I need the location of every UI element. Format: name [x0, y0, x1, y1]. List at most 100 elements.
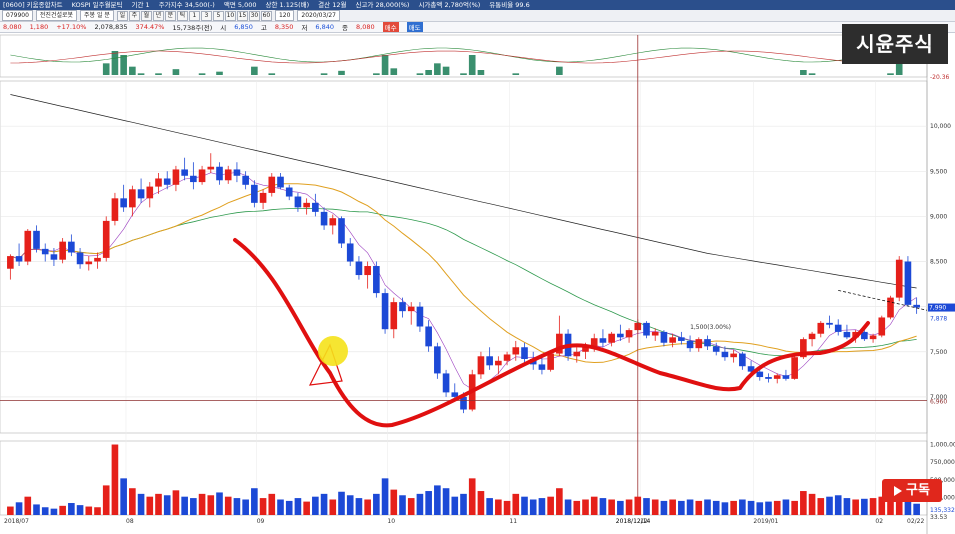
timeframe-button[interactable]: 일: [116, 10, 128, 21]
candle-body: [913, 304, 920, 308]
candle-body: [111, 198, 119, 221]
timeframe-button[interactable]: 월: [140, 10, 152, 21]
volume-bar: [599, 498, 607, 515]
timeframe-button[interactable]: 5: [212, 10, 224, 21]
volume-last2-label: 33.53: [930, 514, 947, 521]
candle-body: [320, 211, 328, 226]
timeframe-button[interactable]: 60: [260, 10, 272, 21]
volume-bar: [468, 478, 476, 515]
candle-body: [15, 256, 23, 262]
timeframe-button[interactable]: 10: [224, 10, 236, 21]
current-price-tag-bg: [928, 303, 955, 312]
oscillator-bar: [477, 70, 485, 75]
candle-body: [817, 322, 825, 334]
volume-bar: [390, 489, 398, 515]
candle-body: [416, 306, 424, 327]
oscillator-bar: [155, 73, 162, 75]
bar-count-field[interactable]: 120: [274, 10, 295, 21]
oscillator-bar: [416, 73, 424, 75]
oscillator-bar: [198, 73, 206, 75]
time-tick-label: 09: [257, 518, 265, 525]
stock-name-field[interactable]: 전진건설로봇: [35, 10, 78, 21]
candle-body: [94, 257, 101, 262]
volume-bar: [904, 496, 912, 515]
candle-body: [120, 198, 127, 208]
stock-chart[interactable]: 10,0009,5009,0008,5008,0007,5007,0002018…: [0, 33, 955, 534]
subscribe-label: 구독: [906, 483, 930, 498]
buy-button[interactable]: 매수: [382, 22, 399, 32]
candle-body: [512, 347, 520, 355]
sell-button[interactable]: 매도: [406, 22, 423, 32]
oscillator-bar: [512, 73, 520, 75]
quote-close-label: 종: [342, 24, 349, 32]
timeframe-button[interactable]: 3: [200, 10, 212, 21]
volume-bar: [15, 502, 23, 515]
volume-bar: [163, 495, 171, 515]
period-selector[interactable]: 주봉 일 분: [80, 10, 114, 21]
volume-bar: [137, 493, 145, 515]
candle-body: [434, 346, 441, 374]
candle-body: [808, 333, 816, 340]
candle-body: [712, 346, 720, 352]
volume-bar: [224, 496, 232, 515]
stock-code-input[interactable]: 079900: [2, 10, 33, 21]
quote-volume-rate: 374.47%: [135, 23, 165, 31]
volume-bar: [686, 499, 694, 515]
oscillator-bar: [381, 55, 389, 75]
timeframe-button[interactable]: 주: [128, 10, 140, 21]
volume-bar: [878, 496, 886, 515]
candle-body: [765, 377, 772, 379]
volume-bar: [739, 499, 746, 515]
volume-bar: [521, 496, 528, 515]
candle-body: [669, 337, 676, 343]
timeframe-button[interactable]: 30: [248, 10, 260, 21]
candle-body: [285, 187, 293, 197]
candle-body: [294, 196, 302, 208]
volume-tick-label: 750,000: [930, 459, 955, 466]
timeframe-button[interactable]: 15: [236, 10, 248, 21]
quote-high: 8,350: [274, 23, 294, 31]
candle-body: [756, 371, 764, 378]
volume-bar: [486, 498, 493, 515]
candle-body: [329, 218, 337, 226]
mouse-cursor-highlight: [318, 336, 348, 366]
volume-bar: [7, 506, 14, 515]
quote-row: 8,080 1,180 +17.10% 2,078,835 374.47% 15…: [0, 22, 955, 33]
timeframe-buttons: 일 주 월 년 분 틱 1 3 5 10 15 30 60: [116, 10, 272, 21]
subscribe-button[interactable]: 구독: [882, 479, 942, 502]
volume-bar: [198, 493, 206, 515]
candle-body: [50, 254, 58, 260]
volume-bar: [460, 493, 467, 515]
candle-body: [24, 230, 32, 262]
volume-bar: [216, 492, 223, 515]
crosshair-date-label: 2018/12/14: [616, 518, 651, 525]
volume-bar: [817, 498, 825, 515]
volume-bar: [338, 491, 345, 515]
volume-bar: [233, 498, 241, 515]
volume-bar: [590, 496, 598, 515]
volume-bar: [434, 485, 441, 515]
candle-body: [782, 375, 790, 379]
candle-body: [556, 333, 563, 354]
candle-body: [381, 293, 389, 330]
timeframe-button[interactable]: 틱: [176, 10, 188, 21]
date-field[interactable]: 2020/03/27: [297, 10, 340, 21]
candle-body: [338, 218, 345, 244]
candle-body: [129, 189, 136, 208]
play-icon: [894, 485, 903, 496]
oscillator-bar: [129, 66, 136, 75]
volume-bar: [399, 495, 406, 515]
candle-body: [198, 169, 206, 183]
timeframe-button[interactable]: 1: [188, 10, 200, 21]
volume-bar: [364, 499, 371, 515]
volume-bar: [320, 493, 328, 515]
volume-bar: [146, 496, 154, 515]
oscillator-bar: [373, 73, 380, 75]
quote-low: 6,840: [315, 23, 335, 31]
quote-high-label: 고: [260, 24, 267, 32]
timeframe-button[interactable]: 년: [152, 10, 164, 21]
quote-open: 6,850: [234, 23, 253, 31]
timeframe-button[interactable]: 분: [164, 10, 176, 21]
candle-body: [625, 330, 633, 338]
window-titlebar: [0600] 키움종합차트 KOSPI 일주월분틱 기간 1 주가지수 34,500(…: [0, 0, 955, 10]
